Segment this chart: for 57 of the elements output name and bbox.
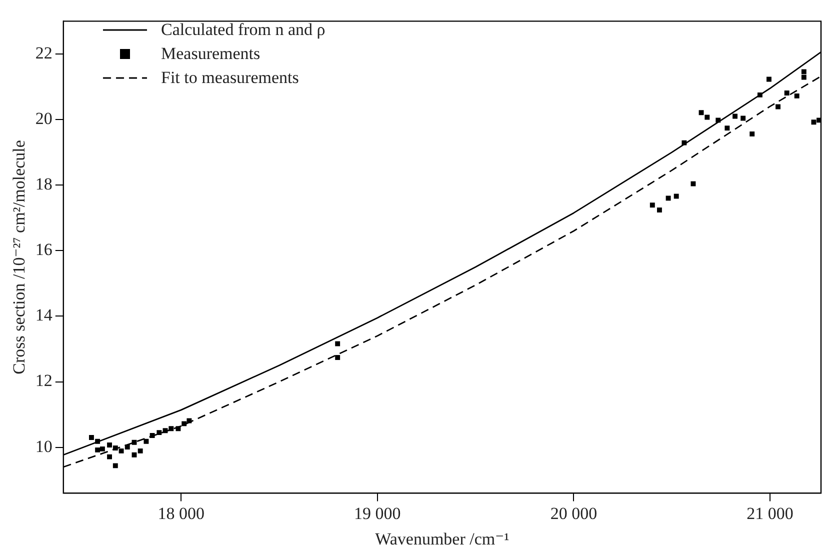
point — [816, 118, 821, 123]
point — [100, 446, 105, 452]
point — [176, 426, 181, 432]
point — [784, 90, 790, 96]
point — [107, 442, 112, 448]
point — [107, 454, 112, 460]
point — [776, 104, 780, 110]
y-tick-label: 10 — [35, 436, 52, 456]
y-tick-label: 12 — [35, 371, 52, 390]
point — [112, 445, 118, 450]
y-tick-label: 18 — [35, 174, 52, 194]
y-tick-label: 22 — [35, 43, 52, 62]
point — [801, 69, 806, 74]
point — [740, 116, 746, 121]
y-axis-title: Cross section /10⁻²⁷ cm²/molecule — [10, 140, 29, 374]
point — [186, 418, 192, 424]
y-tick-label: 16 — [35, 240, 52, 260]
point — [666, 196, 671, 201]
point — [95, 447, 100, 452]
x-tick-label: 18 000 — [158, 504, 205, 523]
point — [168, 426, 174, 432]
point — [335, 341, 340, 346]
point — [138, 448, 143, 454]
legend-label: Calculated from n and ρ — [161, 19, 326, 41]
point — [162, 428, 168, 434]
point — [182, 421, 187, 426]
point — [335, 355, 340, 360]
point — [704, 114, 710, 120]
x-axis-title: Wavenumber /cm⁻¹ — [375, 529, 510, 548]
y-tick-label: 20 — [35, 109, 52, 128]
point — [144, 438, 149, 444]
legend-label: Fit to measurements — [161, 67, 299, 89]
x-tick-label: 19 000 — [354, 504, 401, 523]
point — [112, 463, 118, 468]
point — [88, 435, 94, 440]
point — [650, 202, 655, 208]
x-tick-label: 21 000 — [746, 504, 794, 523]
point — [656, 208, 662, 212]
point — [124, 444, 130, 450]
point — [150, 433, 155, 438]
point — [811, 120, 816, 125]
point — [766, 76, 772, 82]
point — [674, 194, 679, 199]
y-tick-label: 14 — [35, 306, 53, 325]
point — [801, 74, 806, 80]
point — [690, 181, 696, 186]
point — [724, 126, 730, 131]
point — [750, 131, 755, 136]
x-tick-label: 20 000 — [550, 504, 598, 523]
point — [132, 452, 137, 458]
point — [732, 114, 738, 119]
point — [794, 93, 800, 98]
legend-label: Measurements — [161, 43, 260, 65]
point — [132, 440, 137, 445]
point — [118, 448, 124, 454]
point — [698, 110, 704, 116]
point — [156, 430, 162, 436]
